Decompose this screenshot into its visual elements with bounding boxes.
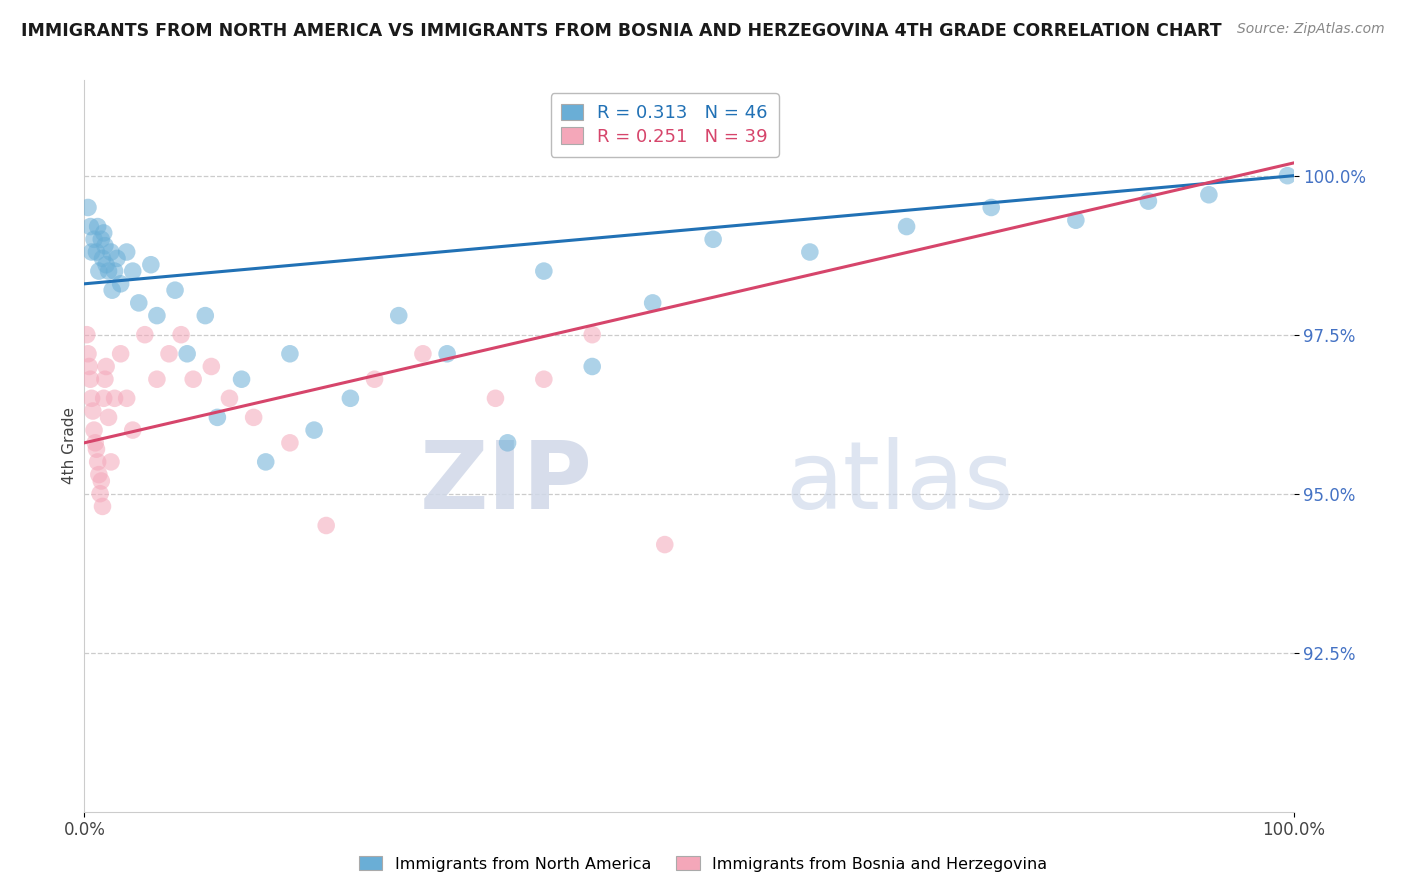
Point (181, 372, 204, 386)
Point (339, 392, 361, 406)
Point (79, 219, 101, 234)
Point (170, 327, 193, 342)
Point (93, 392, 115, 406)
Point (121, 423, 143, 437)
Point (105, 252, 128, 266)
Point (533, 264, 555, 278)
Point (89, 486, 111, 500)
Point (86, 219, 108, 234)
Point (104, 264, 127, 278)
Point (87, 264, 110, 278)
Point (91, 252, 114, 266)
Point (104, 392, 127, 406)
Point (87, 467, 110, 482)
Point (93, 226, 115, 240)
Text: ZIP: ZIP (419, 436, 592, 529)
Point (176, 347, 198, 361)
Point (412, 347, 434, 361)
Point (702, 232, 724, 246)
Point (97, 264, 120, 278)
Point (218, 392, 240, 406)
Point (82, 404, 104, 418)
Legend: Immigrants from North America, Immigrants from Bosnia and Herzegovina: Immigrants from North America, Immigrant… (350, 848, 1056, 880)
Point (641, 296, 664, 310)
Point (388, 309, 411, 323)
Point (97, 410, 120, 425)
Point (100, 455, 122, 469)
Point (315, 518, 337, 533)
Point (94, 359, 117, 374)
Point (79, 372, 101, 386)
Point (278, 435, 301, 450)
Point (363, 372, 385, 386)
Point (86, 455, 108, 469)
Point (100, 245, 122, 260)
Point (115, 245, 138, 260)
Point (1137, 194, 1160, 208)
Point (121, 264, 143, 278)
Point (436, 347, 458, 361)
Point (76, 327, 98, 342)
Point (146, 372, 169, 386)
Point (94, 372, 117, 386)
Point (91, 500, 114, 514)
Point (115, 392, 138, 406)
Point (581, 327, 603, 342)
Point (90, 232, 112, 246)
Point (484, 392, 506, 406)
Point (80, 245, 103, 260)
Point (84, 435, 107, 450)
Point (1277, 169, 1299, 183)
Point (77, 347, 100, 361)
Point (896, 219, 918, 234)
Point (94, 238, 117, 252)
Y-axis label: 4th Grade: 4th Grade (62, 408, 77, 484)
Point (207, 410, 229, 425)
Point (101, 283, 124, 297)
Point (242, 410, 264, 425)
Point (80, 392, 103, 406)
Point (110, 347, 132, 361)
Point (194, 309, 217, 323)
Point (83, 423, 105, 437)
Point (146, 309, 169, 323)
Point (165, 283, 187, 297)
Point (581, 359, 603, 374)
Point (86, 442, 108, 457)
Point (1198, 187, 1220, 202)
Text: Source: ZipAtlas.com: Source: ZipAtlas.com (1237, 22, 1385, 37)
Point (200, 359, 222, 374)
Point (278, 347, 301, 361)
Point (77, 201, 100, 215)
Point (94, 258, 117, 272)
Point (157, 347, 180, 361)
Point (980, 201, 1002, 215)
Point (134, 327, 156, 342)
Point (1064, 213, 1087, 227)
Point (799, 245, 821, 260)
Point (254, 455, 277, 469)
Point (139, 258, 162, 272)
Point (231, 372, 253, 386)
Point (302, 423, 325, 437)
Text: IMMIGRANTS FROM NORTH AMERICA VS IMMIGRANTS FROM BOSNIA AND HERZEGOVINA 4TH GRAD: IMMIGRANTS FROM NORTH AMERICA VS IMMIGRA… (21, 22, 1222, 40)
Point (654, 538, 676, 552)
Point (86, 245, 108, 260)
Legend: R = 0.313   N = 46, R = 0.251   N = 39: R = 0.313 N = 46, R = 0.251 N = 39 (551, 93, 779, 157)
Point (128, 296, 150, 310)
Point (83, 232, 105, 246)
Point (496, 435, 519, 450)
Point (77, 359, 100, 374)
Point (110, 277, 132, 291)
Point (90, 474, 112, 488)
Text: atlas: atlas (786, 436, 1014, 529)
Point (533, 372, 555, 386)
